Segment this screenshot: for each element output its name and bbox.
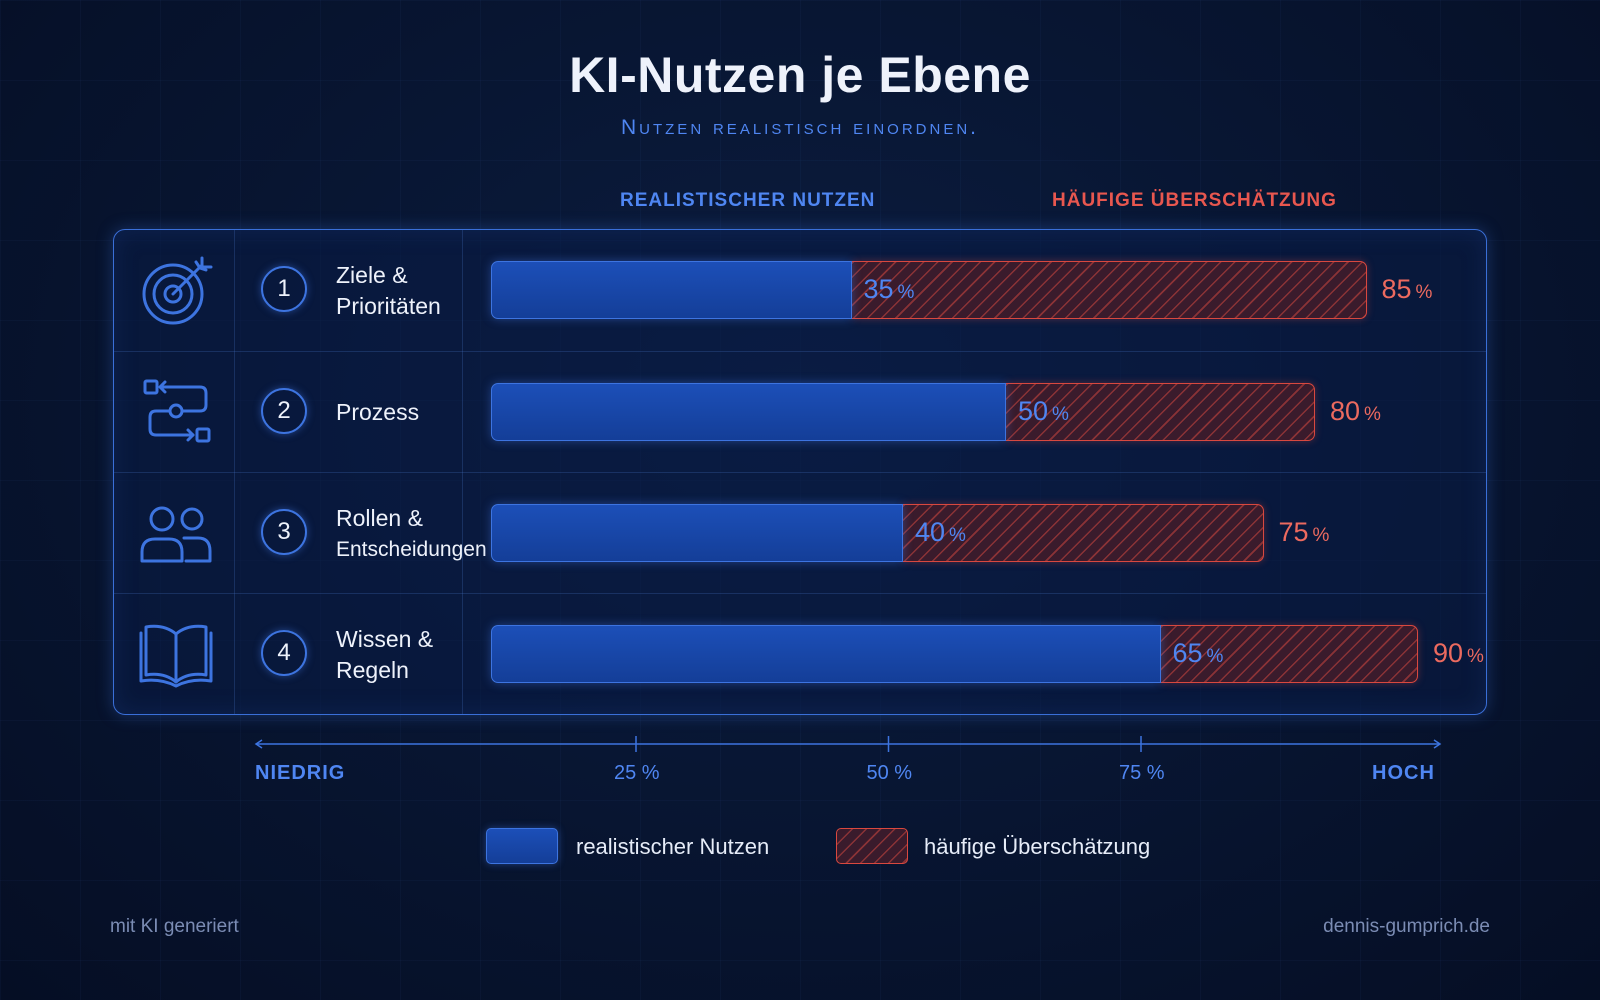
bar-realistic (491, 383, 1006, 441)
value-unit: % (1467, 646, 1484, 667)
value-unit: % (1415, 282, 1433, 303)
column-header-overestimation: HÄUFIGE ÜBERSCHÄTZUNG (1052, 190, 1337, 211)
legend-swatch-realistic (486, 828, 558, 864)
row-number-badge: 2 (261, 388, 307, 434)
panel-divider (234, 230, 235, 714)
value-number: 85 (1381, 274, 1412, 304)
value-label-overestimation: 85% (1382, 274, 1433, 305)
row-label-line: Ziele & (336, 262, 408, 288)
target-icon (138, 256, 214, 326)
value-number: 75 (1278, 517, 1309, 547)
chart-row: 1 Ziele & Prioritäten 35% 85% (114, 230, 1486, 351)
row-label-line: Prozess (336, 399, 420, 425)
chart-title: KI-Nutzen je Ebene (569, 47, 1031, 103)
value-number: 35 (863, 274, 894, 304)
bar-realistic (491, 625, 1161, 683)
row-label-line: Prioritäten (336, 293, 441, 319)
people-icon (138, 499, 214, 569)
value-label-overestimation: 75% (1279, 517, 1330, 548)
value-number: 80 (1330, 396, 1361, 426)
value-label-realistic: 50% (1018, 396, 1069, 427)
value-unit: % (897, 282, 915, 303)
value-unit: % (1312, 525, 1330, 546)
legend-swatch-overestimation (836, 828, 908, 864)
chart-subtitle: Nutzen realistisch einordnen. (620, 116, 980, 139)
process-flow-icon (138, 378, 214, 448)
chart-row: 3 Rollen & Entscheidungen 40% 75% (114, 472, 1486, 594)
row-label-line: Wissen & (336, 626, 434, 652)
row-number-badge: 4 (261, 630, 307, 676)
value-number: 40 (915, 517, 946, 547)
value-label-realistic: 40% (915, 517, 966, 548)
legend-label-overestimation: häufige Überschätzung (924, 834, 1151, 859)
row-label: Rollen & Entscheidungen (336, 503, 487, 565)
row-label: Ziele & Prioritäten (336, 260, 476, 322)
value-label-overestimation: 90% (1433, 638, 1484, 669)
footer-note: mit KI generiert (110, 916, 239, 937)
x-tick-label: HOCH (1372, 762, 1435, 784)
chart-panel: 1 Ziele & Prioritäten 35% 85% 2 Prozess (113, 229, 1487, 715)
row-label-line: Rollen & (336, 505, 423, 531)
x-tick-label: 50 % (866, 762, 913, 784)
footer-source-link[interactable]: dennis-gumprich.de (1323, 916, 1490, 937)
column-header-realistic: REALISTISCHER NUTZEN (620, 190, 876, 211)
value-number: 90 (1433, 638, 1464, 668)
value-label-realistic: 65% (1173, 638, 1224, 669)
row-label-line: Regeln (336, 657, 409, 683)
value-number: 65 (1172, 638, 1203, 668)
value-unit: % (1052, 404, 1069, 425)
bar-realistic (491, 504, 903, 562)
x-tick-label: 75 % (1119, 762, 1165, 784)
row-number-badge: 1 (261, 266, 307, 312)
x-tick-label: NIEDRIG (255, 762, 346, 784)
row-label: Wissen & Regeln (336, 624, 476, 686)
value-number: 50 (1018, 396, 1049, 426)
bar-overestimation (1160, 625, 1418, 683)
bar-overestimation (851, 261, 1367, 319)
value-unit: % (949, 525, 966, 546)
x-axis-arrow-right (1433, 739, 1442, 749)
bar-realistic (491, 261, 852, 319)
row-label-line: Entscheidungen (336, 538, 487, 561)
value-label-overestimation: 80% (1330, 396, 1381, 427)
chart-row: 2 Prozess 50% 80% (114, 351, 1486, 473)
x-axis-arrow-left (254, 739, 263, 749)
bar-overestimation (903, 504, 1264, 562)
x-tick-label: 25 % (614, 762, 660, 784)
book-icon (138, 620, 214, 690)
value-label-realistic: 35% (864, 274, 915, 305)
panel-divider (462, 230, 463, 714)
value-unit: % (1364, 404, 1381, 425)
legend-label-realistic: realistischer Nutzen (576, 834, 770, 859)
row-label: Prozess (336, 397, 476, 428)
bar-overestimation (1006, 383, 1315, 441)
value-unit: % (1206, 646, 1224, 667)
chart-row: 4 Wissen & Regeln 65% 90% (114, 593, 1486, 715)
row-number-badge: 3 (261, 509, 307, 555)
